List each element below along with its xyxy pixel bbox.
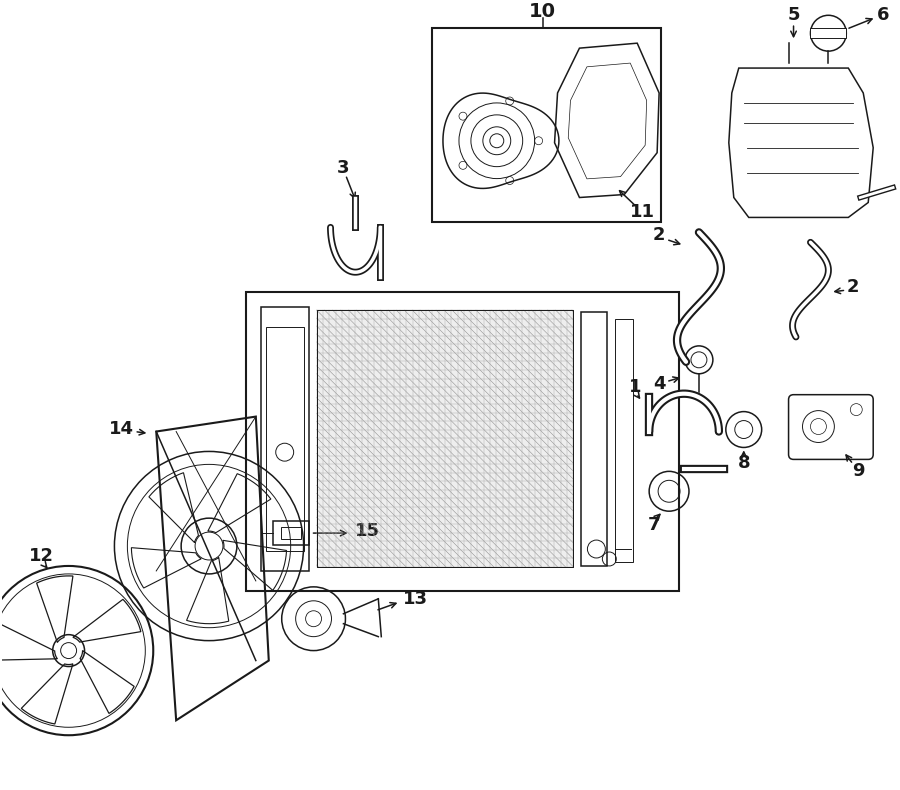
- Text: 10: 10: [529, 2, 556, 21]
- Text: 9: 9: [852, 462, 865, 480]
- Bar: [261, 307, 309, 571]
- Bar: [266, 327, 303, 551]
- Text: 13: 13: [402, 590, 428, 608]
- Bar: [616, 319, 634, 562]
- Bar: [281, 527, 301, 539]
- Text: 7: 7: [648, 516, 661, 534]
- Bar: [432, 28, 662, 223]
- Bar: [246, 292, 679, 591]
- Text: 5: 5: [788, 6, 800, 24]
- Text: 3: 3: [338, 159, 350, 177]
- Text: 2: 2: [847, 278, 860, 296]
- Text: 1: 1: [629, 378, 642, 396]
- Text: 6: 6: [877, 6, 889, 24]
- Text: 11: 11: [630, 204, 654, 221]
- Bar: [581, 312, 608, 566]
- Text: 14: 14: [109, 419, 134, 438]
- Text: 15: 15: [355, 522, 380, 540]
- Bar: [811, 28, 846, 38]
- Circle shape: [0, 574, 145, 728]
- Text: 8: 8: [737, 454, 750, 472]
- Text: 4: 4: [652, 374, 665, 393]
- Circle shape: [60, 642, 76, 659]
- Bar: [317, 310, 573, 567]
- Bar: [273, 521, 309, 545]
- Bar: [317, 310, 573, 567]
- Text: 2: 2: [652, 227, 665, 244]
- Text: 12: 12: [29, 547, 54, 565]
